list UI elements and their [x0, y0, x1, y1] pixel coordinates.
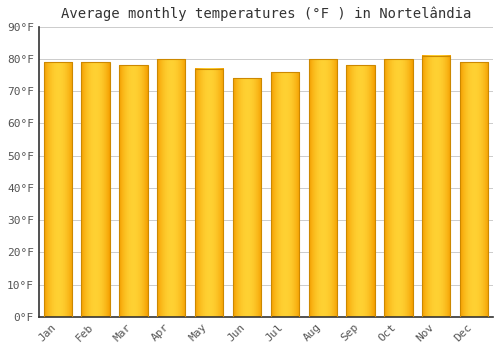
Bar [233, 78, 261, 317]
Bar [346, 65, 375, 317]
Bar [157, 59, 186, 317]
Bar [384, 59, 412, 317]
Bar [195, 69, 224, 317]
Bar [308, 59, 337, 317]
Bar [44, 62, 72, 317]
Title: Average monthly temperatures (°F ) in Nortelândia: Average monthly temperatures (°F ) in No… [60, 7, 471, 21]
Bar [82, 62, 110, 317]
Bar [119, 65, 148, 317]
Bar [270, 72, 299, 317]
Bar [460, 62, 488, 317]
Bar [422, 56, 450, 317]
